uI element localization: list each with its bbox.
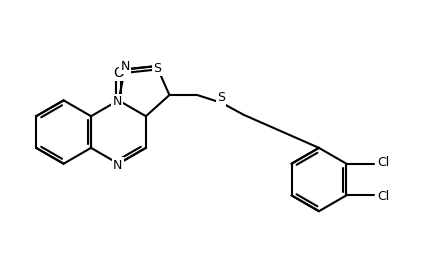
Text: O: O: [113, 67, 124, 81]
Text: N: N: [120, 60, 130, 73]
Text: N: N: [120, 60, 130, 73]
Text: S: S: [217, 92, 225, 104]
Text: S: S: [153, 62, 161, 75]
Text: N: N: [114, 157, 123, 170]
Text: Cl: Cl: [377, 190, 389, 203]
Text: N: N: [113, 95, 122, 108]
Text: N: N: [112, 96, 121, 109]
Text: N: N: [113, 159, 122, 172]
Text: Cl: Cl: [377, 156, 389, 169]
Text: O: O: [113, 66, 124, 80]
Text: S: S: [154, 62, 163, 75]
